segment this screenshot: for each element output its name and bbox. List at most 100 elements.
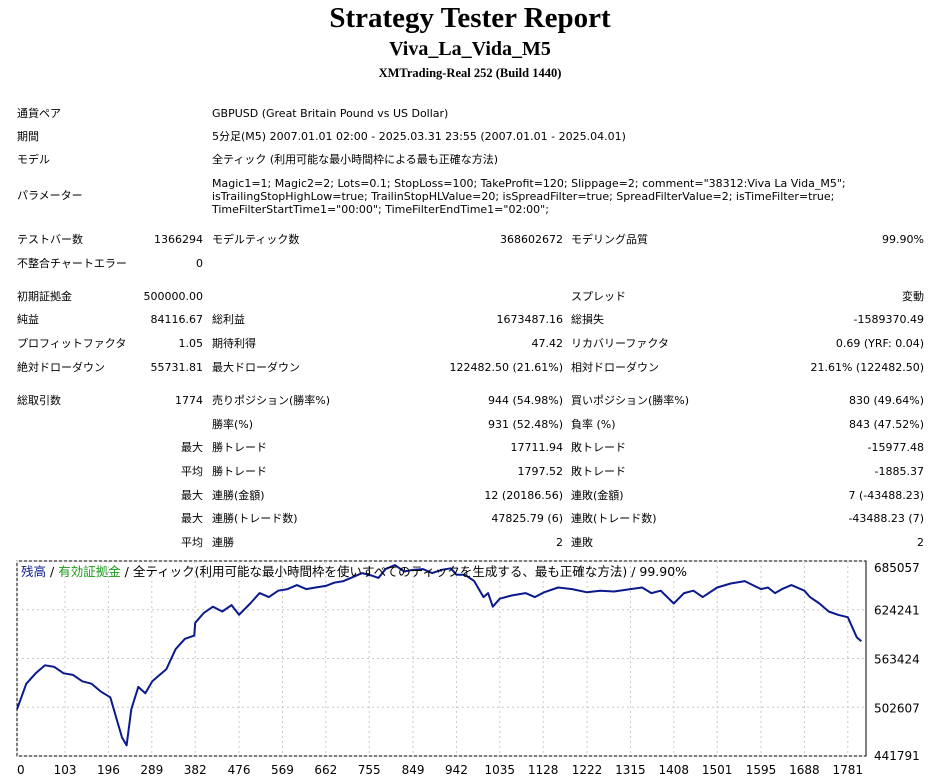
avg-loss-label: 敗トレード (571, 465, 626, 478)
expected-value: 47.42 (531, 337, 564, 350)
avg-prefix: 平均 (181, 536, 203, 549)
x-tick-label: 1688 (789, 763, 820, 777)
legend-separator: / (46, 564, 58, 579)
x-tick-label: 1128 (528, 763, 559, 777)
spread-label: スプレッド (571, 290, 626, 303)
avg-loss-value: -1885.37 (874, 465, 924, 478)
params-label: パラメーター (17, 189, 83, 202)
loss-pct-value: 843 (47.52%) (848, 418, 924, 431)
deposit-label: 初期証拠金 (17, 290, 72, 303)
mismatch-value: 0 (196, 257, 203, 270)
report-title: Strategy Tester Report (329, 2, 611, 34)
model-value: 全ティック (利用可能な最小時間枠による最も正確な方法) (212, 153, 499, 166)
total-trades-value: 1774 (175, 394, 203, 407)
x-tick-label: 569 (271, 763, 294, 777)
params-line: isTrailingStopHighLow=true; TrailinStopH… (212, 190, 835, 203)
period-value: 5分足(M5) 2007.01.01 02:00 - 2025.03.31 23… (212, 130, 626, 143)
long-label: 買いポジション(勝率%) (571, 394, 690, 407)
x-tick-label: 0 (17, 763, 25, 777)
x-tick-label: 1222 (572, 763, 603, 777)
x-tick-label: 755 (358, 763, 381, 777)
x-tick-label: 103 (54, 763, 77, 777)
pf-value: 1.05 (178, 337, 204, 350)
abs-dd-value: 55731.81 (150, 361, 204, 374)
bars-value: 1366294 (154, 233, 203, 246)
quality-value: 99.90% (882, 233, 924, 246)
x-tick-label: 476 (228, 763, 251, 777)
abs-dd-label: 絶対ドローダウン (17, 361, 105, 374)
symbol-value: GBPUSD (Great Britain Pound vs US Dollar… (212, 107, 449, 120)
max-win-label: 勝トレード (212, 441, 267, 454)
net-label: 純益 (17, 313, 39, 326)
pf-label: プロフィットファクタ (17, 337, 127, 350)
rel-dd-value: 21.61% (122482.50) (810, 361, 924, 374)
x-tick-label: 1408 (659, 763, 690, 777)
legend-equity: 有効証拠金 (58, 564, 121, 579)
max-prefix: 最大 (181, 512, 203, 525)
total-trades-label: 総取引数 (17, 394, 61, 407)
gross-profit-value: 1673487.16 (496, 313, 563, 326)
y-tick-label: 685057 (874, 561, 920, 575)
quality-label: モデリング品質 (571, 233, 648, 246)
cons-loss-cnt-value: -43488.23 (7) (848, 512, 924, 525)
y-tick-label: 624241 (874, 604, 920, 618)
max-dd-label: 最大ドローダウン (212, 361, 300, 374)
spread-value: 変動 (902, 290, 924, 303)
params-value: Magic1=1; Magic2=2; Lots=0.1; StopLoss=1… (212, 177, 912, 216)
max-loss-value: -15977.48 (867, 441, 924, 454)
cons-loss-amt-label: 連敗(金額) (571, 489, 624, 502)
avg-cons-win-label: 連勝 (212, 536, 234, 549)
gross-profit-label: 総利益 (212, 313, 245, 326)
cons-loss-cnt-label: 連敗(トレード数) (571, 512, 657, 525)
x-tick-label: 662 (314, 763, 337, 777)
max-dd-value: 122482.50 (21.61%) (449, 361, 563, 374)
legend-description: / 全ティック(利用可能な最小時間枠を使いすべてのティックを生成する、最も正確な… (121, 564, 687, 579)
expected-label: 期待利得 (212, 337, 256, 350)
y-tick-label: 563424 (874, 653, 920, 667)
recovery-value: 0.69 (YRF: 0.04) (835, 337, 924, 350)
max-win-value: 17711.94 (510, 441, 564, 454)
deposit-value: 500000.00 (143, 290, 204, 303)
x-tick-label: 849 (402, 763, 425, 777)
short-label: 売りポジション(勝率%) (212, 394, 331, 407)
cons-win-cnt-label: 連勝(トレード数) (212, 512, 298, 525)
x-tick-label: 289 (140, 763, 163, 777)
recovery-label: リカバリーファクタ (571, 337, 669, 350)
x-tick-label: 196 (97, 763, 120, 777)
y-tick-label: 502607 (874, 701, 920, 715)
params-line: TimeFilterStartTime1="00:00"; TimeFilter… (212, 203, 549, 216)
max-loss-label: 敗トレード (571, 441, 626, 454)
gross-loss-label: 総損失 (571, 313, 604, 326)
period-label: 期間 (17, 130, 39, 143)
x-tick-label: 942 (445, 763, 468, 777)
x-tick-label: 382 (184, 763, 207, 777)
ticks-value: 368602672 (500, 233, 563, 246)
legend-balance: 残高 (21, 564, 46, 579)
ticks-label: モデルティック数 (212, 233, 300, 246)
model-label: モデル (17, 153, 50, 166)
x-tick-label: 1501 (702, 763, 733, 777)
x-tick-label: 1035 (485, 763, 516, 777)
cons-loss-amt-value: 7 (-43488.23) (848, 489, 924, 502)
x-tick-label: 1595 (746, 763, 777, 777)
avg-win-label: 勝トレード (212, 465, 267, 478)
rel-dd-label: 相対ドローダウン (571, 361, 659, 374)
long-value: 830 (49.64%) (848, 394, 924, 407)
cons-win-cnt-value: 47825.79 (6) (491, 512, 563, 525)
win-pct-label: 勝率(%) (212, 418, 254, 431)
avg-prefix: 平均 (181, 465, 203, 478)
loss-pct-label: 負率 (%) (571, 418, 616, 431)
ea-name: Viva_La_Vida_M5 (389, 38, 551, 60)
avg-cons-win-value: 2 (556, 536, 563, 549)
symbol-label: 通貨ペア (17, 107, 61, 120)
cons-win-amt-label: 連勝(金額) (212, 489, 265, 502)
max-prefix: 最大 (181, 441, 203, 454)
params-line: Magic1=1; Magic2=2; Lots=0.1; StopLoss=1… (212, 177, 846, 190)
server-build: XMTrading-Real 252 (Build 1440) (378, 66, 562, 80)
avg-cons-loss-value: 2 (917, 536, 924, 549)
balance-chart: 685057 624241 563424 502607 441791 0 103 196 289… (16, 560, 920, 777)
y-tick-label: 441791 (874, 749, 920, 763)
bars-label: テストバー数 (17, 233, 83, 246)
gross-loss-value: -1589370.49 (853, 313, 924, 326)
net-value: 84116.67 (150, 313, 204, 326)
